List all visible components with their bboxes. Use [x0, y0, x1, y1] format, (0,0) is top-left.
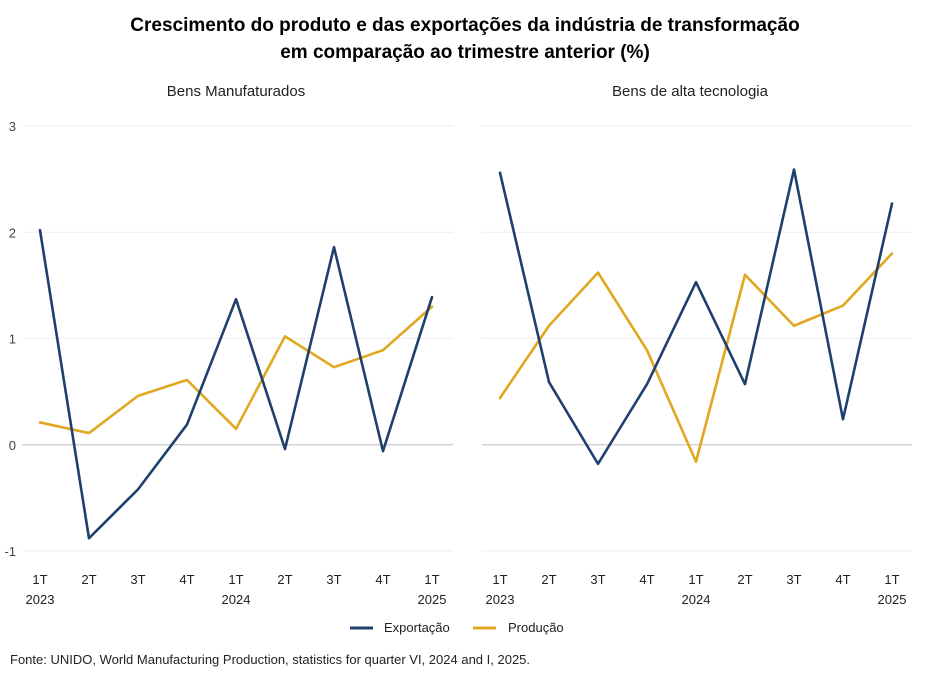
panel-bens-manufaturados: Bens Manufaturados -1 0 1 2 3 1T 2023 2T 3T 4T 1T 20…	[4, 83, 453, 607]
legend-producao-label: Produção	[508, 620, 564, 635]
x-tick-label: 3T	[590, 572, 605, 587]
x-year-label: 2023	[486, 592, 515, 607]
series-line-producao	[498, 252, 894, 464]
x-year-label: 2024	[682, 592, 711, 607]
y-tick-label: 0	[9, 438, 16, 453]
y-tick-label: 3	[9, 119, 16, 134]
x-tick-label: 4T	[639, 572, 654, 587]
chart-title-line1: Crescimento do produto e das exportações…	[130, 15, 799, 36]
legend-exportacao-label: Exportação	[384, 620, 450, 635]
y-tick-label: -1	[4, 544, 16, 559]
legend: Exportação Produção	[350, 620, 564, 635]
x-tick-label: 4T	[835, 572, 850, 587]
chart-title-line2: em comparação ao trimestre anterior (%)	[280, 42, 650, 63]
x-tick-label: 3T	[786, 572, 801, 587]
x-tick-label: 2T	[277, 572, 292, 587]
x-tick-label: 4T	[375, 572, 390, 587]
x-tick-label: 1T	[424, 572, 439, 587]
x-tick-label: 1T	[688, 572, 703, 587]
series-line-exportacao	[38, 228, 434, 540]
x-tick-label: 4T	[179, 572, 194, 587]
x-tick-label: 3T	[130, 572, 145, 587]
x-tick-label: 1T	[228, 572, 243, 587]
x-tick-label: 1T	[492, 572, 507, 587]
panel-bens-alta-tecnologia: Bens de alta tecnologia 1T 2023 2T 3T 4T 1T 202…	[482, 83, 912, 607]
y-tick-label: 2	[9, 225, 16, 240]
x-tick-label: 2T	[81, 572, 96, 587]
x-year-label: 2025	[878, 592, 907, 607]
y-tick-label: 1	[9, 332, 16, 347]
series-line-producao	[38, 305, 434, 435]
series-line-exportacao	[498, 168, 894, 466]
x-tick-label: 3T	[326, 572, 341, 587]
x-year-label: 2024	[222, 592, 251, 607]
x-tick-label: 2T	[737, 572, 752, 587]
x-year-label: 2025	[418, 592, 447, 607]
panel-title: Bens Manufaturados	[167, 83, 305, 100]
x-year-label: 2023	[26, 592, 55, 607]
x-tick-label: 2T	[541, 572, 556, 587]
panel-title: Bens de alta tecnologia	[612, 83, 769, 100]
x-tick-label: 1T	[884, 572, 899, 587]
x-tick-label: 1T	[32, 572, 47, 587]
source-note: Fonte: UNIDO, World Manufacturing Produc…	[10, 652, 530, 667]
